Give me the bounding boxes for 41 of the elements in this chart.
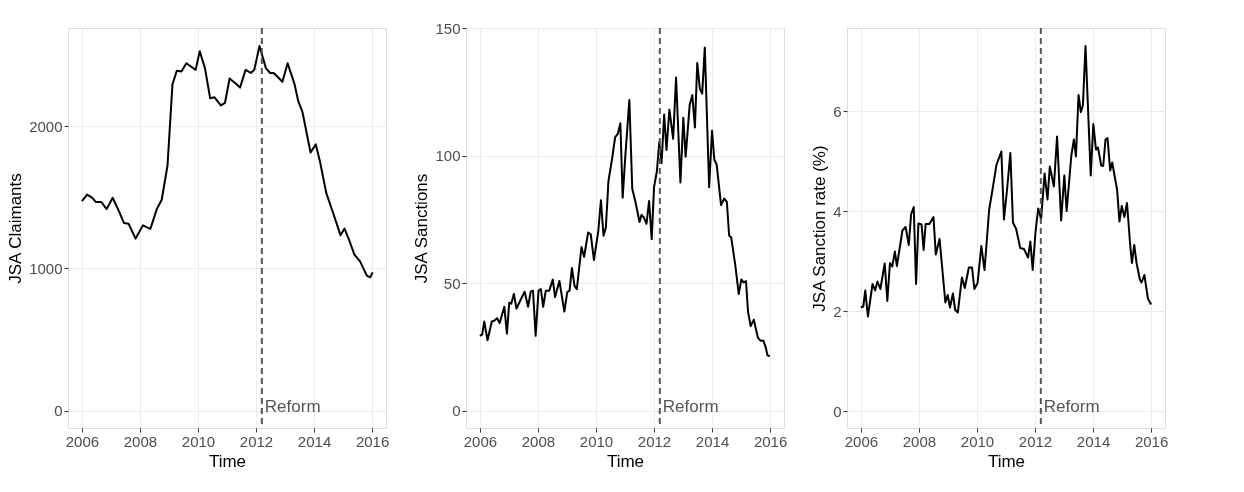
line-series: [80, 45, 374, 279]
y-tick-label: 6: [833, 102, 842, 120]
x-tick-label: 2014: [1076, 432, 1111, 450]
x-tick-label: 2008: [521, 432, 556, 450]
y-axis-title: JSA Sanctions: [412, 173, 432, 284]
x-tick-label: 2010: [960, 432, 995, 450]
y-tick-label: 150: [435, 19, 461, 37]
line-series: [859, 45, 1153, 318]
y-tick-label: 4: [833, 202, 842, 220]
x-tick-label: 2012: [239, 432, 274, 450]
x-tick-label: 2014: [695, 432, 730, 450]
x-tick-label: 2006: [844, 432, 879, 450]
x-tick-label: 2016: [753, 432, 788, 450]
y-axis-title: JSA Claimants: [6, 173, 26, 284]
x-tick-label: 2008: [902, 432, 937, 450]
x-axis-title: Time: [208, 451, 247, 471]
x-tick-label: 2012: [1018, 432, 1053, 450]
ref-line-label: Reform: [264, 397, 321, 416]
y-tick-label: 2: [833, 302, 842, 320]
y-tick-label: 0: [833, 402, 842, 420]
x-tick-label: 2014: [297, 432, 332, 450]
x-tick-label: 2012: [637, 432, 672, 450]
x-tick-label: 2008: [123, 432, 158, 450]
line-series: [478, 46, 771, 358]
x-tick-label: 2010: [181, 432, 216, 450]
y-tick-label: 0: [54, 402, 63, 420]
x-tick-label: 2006: [463, 432, 498, 450]
ref-line-label: Reform: [662, 397, 719, 416]
y-tick-label: 50: [443, 274, 461, 292]
y-tick-label: 0: [452, 402, 461, 420]
y-tick-label: 1000: [29, 259, 63, 277]
x-tick-label: 2016: [355, 432, 390, 450]
ref-line-label: Reform: [1043, 397, 1100, 416]
y-axis-title: JSA Sanction rate (%): [810, 145, 830, 312]
y-tick-label: 100: [435, 147, 461, 165]
x-tick-label: 2006: [65, 432, 100, 450]
x-tick-label: 2010: [579, 432, 614, 450]
x-axis-title: Time: [606, 451, 645, 471]
y-tick-label: 2000: [29, 117, 63, 135]
x-axis-title: Time: [987, 451, 1026, 471]
x-tick-label: 2016: [1134, 432, 1169, 450]
